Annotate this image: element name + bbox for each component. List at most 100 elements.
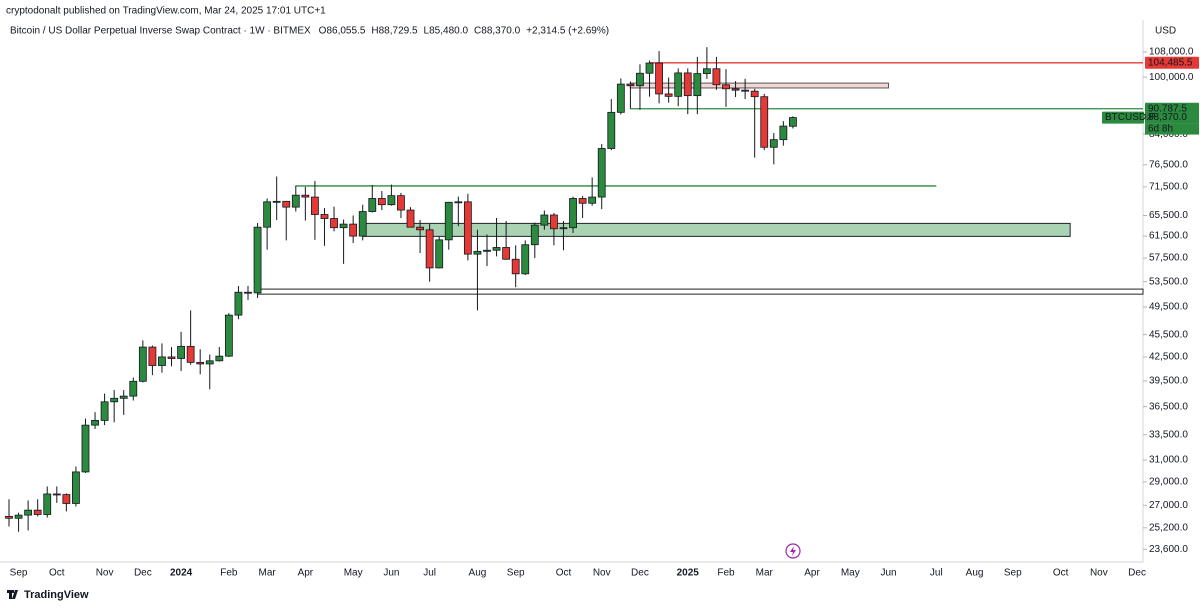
line-price-tag-bg — [1145, 56, 1199, 69]
last-price-tag-bg — [1145, 111, 1199, 124]
ohlc-label: H88,729.5 — [371, 26, 418, 37]
candle-body — [578, 198, 587, 204]
candle-body — [52, 493, 61, 496]
x-tick-label: May — [841, 568, 860, 579]
candle-body — [722, 84, 730, 90]
candle-body — [167, 356, 176, 359]
candle-body — [148, 346, 157, 366]
candle-body — [463, 201, 472, 255]
x-tick-label: 2025 — [677, 568, 700, 579]
countdown-bg — [1145, 123, 1199, 135]
candle-body — [368, 198, 377, 212]
y-tick-label: 53,500.0 — [1149, 276, 1188, 287]
y-tick-label: 61,500.0 — [1149, 231, 1188, 242]
x-tick-label: Nov — [1090, 568, 1108, 579]
footer-brand: TradingView — [24, 589, 89, 601]
candle-body — [750, 90, 759, 98]
x-tick-label: Sep — [10, 568, 28, 579]
candle-body — [43, 493, 52, 515]
candle-body — [291, 194, 300, 208]
candle-body — [712, 68, 721, 86]
candle-body — [674, 72, 683, 97]
x-tick-label: Sep — [507, 568, 525, 579]
candle-body — [62, 494, 71, 504]
y-tick-label: 25,200.0 — [1149, 522, 1188, 533]
symbol-tag: BTCUSD.P — [1105, 112, 1156, 123]
candle-body — [779, 125, 788, 141]
x-tick-label: Aug — [469, 568, 487, 579]
x-tick-label: Jul — [423, 568, 436, 579]
candle-body — [177, 345, 185, 359]
candle-body — [234, 291, 243, 316]
ohlc-label: C88,370.0 — [474, 26, 521, 37]
candle-body — [597, 148, 606, 198]
candle-body — [91, 420, 99, 426]
candle-body — [72, 471, 80, 504]
candle-body — [387, 195, 396, 206]
candle-body — [588, 196, 597, 204]
candle-body — [129, 380, 138, 397]
icon-bolt — [790, 546, 796, 556]
candle-body — [731, 88, 740, 91]
candle-body — [110, 397, 119, 403]
page-header: cryptodonalt published on TradingView.co… — [6, 6, 326, 17]
candle-body — [626, 83, 635, 87]
candle-body — [301, 194, 310, 198]
logo-mark — [7, 590, 18, 599]
y-tick-label: 71,500.0 — [1149, 181, 1188, 192]
line-price-tag: 90,787.5 — [1148, 103, 1187, 114]
candle-body — [282, 200, 291, 208]
candle-body — [14, 514, 23, 519]
candle-body — [607, 111, 616, 149]
x-tick-label: Nov — [96, 568, 114, 579]
change-label: +2,314.5 (+2.69%) — [526, 26, 609, 37]
y-tick-label: 42,500.0 — [1149, 352, 1188, 363]
candle-body — [435, 239, 444, 269]
last-price-tag: 88,370.0 — [1148, 112, 1187, 123]
x-tick-label: Apr — [298, 568, 314, 579]
x-tick-label: Mar — [756, 568, 774, 579]
candle-body — [741, 89, 750, 92]
candle-body — [540, 214, 549, 226]
currency: USD — [1155, 26, 1176, 37]
candle-body — [769, 139, 778, 148]
candle-body — [158, 356, 166, 366]
y-tick-label: 49,500.0 — [1149, 302, 1188, 313]
x-tick-label: Aug — [966, 568, 984, 579]
candle-body — [311, 196, 319, 215]
x-tick-label: Apr — [804, 568, 820, 579]
candle-body — [492, 247, 501, 251]
x-tick-label: Mar — [259, 568, 277, 579]
candle-body — [81, 424, 90, 473]
x-tick-label: Nov — [593, 568, 611, 579]
candle-body — [645, 62, 654, 74]
countdown: 6d 8h — [1148, 124, 1173, 135]
candle-body — [24, 509, 33, 516]
candle-body — [33, 509, 42, 515]
candle-body — [358, 211, 367, 237]
candle-body — [196, 361, 205, 365]
candle-body — [454, 201, 463, 204]
candle-body — [473, 250, 482, 255]
replay-icon[interactable] — [785, 543, 801, 559]
zone — [257, 288, 1144, 295]
candle-body — [502, 247, 511, 260]
candle-body — [521, 244, 530, 275]
x-tick-label: Oct — [49, 568, 65, 579]
y-tick-label: 100,000.0 — [1149, 72, 1194, 83]
y-tick-label: 23,600.0 — [1149, 544, 1188, 555]
candle-body — [655, 62, 663, 95]
candle-body — [320, 214, 329, 219]
y-tick-label: 39,500.0 — [1149, 376, 1188, 387]
candle-body — [530, 224, 539, 246]
candle-body — [664, 93, 673, 97]
candle-body — [693, 73, 702, 97]
candle-body — [339, 223, 348, 229]
candle-body — [100, 401, 109, 421]
x-tick-label: Feb — [717, 568, 735, 579]
candle-body — [272, 200, 281, 203]
y-tick-label: 65,500.0 — [1149, 210, 1188, 221]
x-tick-label: May — [344, 568, 363, 579]
logo — [7, 590, 18, 599]
